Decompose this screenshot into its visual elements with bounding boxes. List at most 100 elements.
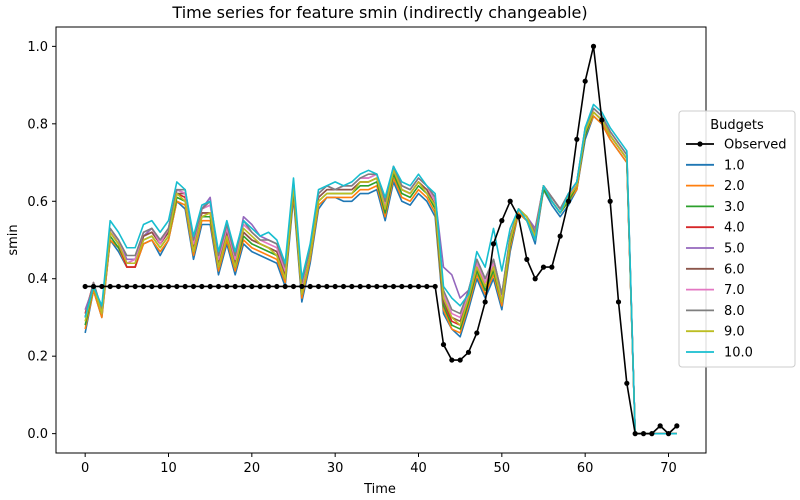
- data-point: [524, 256, 530, 262]
- legend-item: 7.0: [686, 283, 745, 298]
- legend-label: 4.0: [724, 221, 745, 236]
- data-point: [374, 283, 380, 290]
- legend-item: 5.0: [686, 242, 745, 257]
- y-tick-label: 0.8: [27, 117, 48, 132]
- data-point: [649, 431, 655, 437]
- series-3-0: [84, 111, 677, 435]
- legend-box: [678, 110, 796, 368]
- data-point: [140, 283, 147, 290]
- x-tick-label: 30: [327, 461, 344, 476]
- legend-label: 6.0: [724, 262, 745, 277]
- axes-frame: [55, 26, 707, 454]
- data-point: [390, 283, 397, 290]
- data-point: [574, 136, 580, 142]
- data-point: [115, 283, 122, 290]
- data-point: [532, 276, 538, 282]
- data-point: [457, 357, 463, 363]
- legend-item: 3.0: [686, 200, 745, 215]
- legend-marker: [697, 141, 703, 147]
- x-axis: 0 10 20 30 40 50 60 70: [81, 453, 677, 476]
- data-point: [274, 283, 280, 290]
- legend-label: 5.0: [724, 242, 745, 257]
- data-point: [507, 198, 513, 204]
- data-point: [224, 283, 230, 290]
- data-point: [124, 283, 130, 290]
- legend-item: 2.0: [686, 179, 745, 194]
- data-point: [299, 283, 305, 290]
- x-tick-label: 70: [660, 461, 677, 476]
- series-line: [84, 107, 677, 435]
- data-point: [440, 341, 447, 348]
- plot-area: [82, 43, 680, 437]
- data-point: [424, 283, 430, 290]
- series-line: [84, 111, 677, 435]
- x-tick-label: 20: [244, 461, 261, 476]
- data-point: [132, 283, 138, 290]
- data-point: [99, 283, 105, 290]
- series-7-0: [84, 107, 677, 435]
- data-point: [249, 283, 255, 290]
- legend-label: 9.0: [724, 325, 745, 340]
- data-point: [157, 283, 163, 290]
- data-point: [490, 241, 497, 247]
- data-point: [90, 283, 97, 290]
- data-point: [482, 299, 488, 305]
- series-9-0: [84, 111, 677, 435]
- data-point: [615, 299, 622, 305]
- series-1-0: [84, 115, 677, 435]
- data-point: [549, 264, 555, 270]
- legend-label: 7.0: [724, 283, 745, 298]
- y-axis-label: smin: [6, 224, 21, 255]
- data-point: [357, 283, 363, 290]
- data-point: [674, 423, 680, 429]
- data-point: [407, 283, 413, 290]
- data-point: [265, 283, 272, 290]
- x-tick-label: 40: [410, 461, 427, 476]
- data-point: [182, 283, 188, 290]
- series-10-0: [84, 103, 677, 435]
- legend-label: 2.0: [724, 179, 745, 194]
- data-point: [190, 283, 197, 290]
- legend: Budgets Observed 1.0 2.0 3.0 4.0 5.0 6.0 7.0 8.0…: [678, 110, 796, 368]
- series-observed: [82, 43, 680, 437]
- series-5-0: [84, 107, 677, 435]
- data-point: [415, 283, 422, 290]
- series-4-0: [84, 111, 677, 435]
- data-point: [324, 283, 330, 290]
- legend-item: 6.0: [686, 262, 745, 277]
- data-point: [599, 117, 605, 123]
- data-point: [590, 43, 597, 49]
- data-point: [82, 283, 88, 290]
- y-axis: 0.0 0.2 0.4 0.6 0.8 1.0: [27, 40, 56, 442]
- series-line: [84, 111, 677, 435]
- data-point: [332, 283, 338, 290]
- data-point: [399, 283, 405, 290]
- data-point: [349, 283, 355, 290]
- data-point: [215, 283, 222, 290]
- legend-item: 9.0: [686, 325, 745, 340]
- data-point: [582, 78, 588, 84]
- legend-title: Budgets: [710, 118, 764, 133]
- series-line: [84, 115, 677, 435]
- legend-label: 8.0: [724, 304, 745, 319]
- chart-title: Time series for feature smin (indirectly…: [171, 3, 587, 22]
- data-point: [307, 283, 313, 290]
- legend-label: 10.0: [724, 346, 753, 361]
- legend-item: 8.0: [686, 304, 745, 319]
- legend-item: 4.0: [686, 221, 745, 236]
- data-point: [257, 283, 263, 290]
- data-point: [315, 283, 322, 290]
- data-point: [232, 283, 238, 290]
- data-point: [107, 283, 113, 290]
- data-point: [149, 283, 155, 290]
- y-tick-label: 0.4: [27, 272, 48, 287]
- data-point: [607, 198, 613, 204]
- series-line: [84, 111, 677, 435]
- data-point: [432, 283, 438, 290]
- data-point: [365, 283, 372, 290]
- data-point: [174, 283, 180, 290]
- data-point: [640, 431, 647, 437]
- legend-label: Observed: [724, 138, 787, 153]
- series-2-0: [84, 115, 677, 435]
- x-tick-label: 0: [81, 461, 89, 476]
